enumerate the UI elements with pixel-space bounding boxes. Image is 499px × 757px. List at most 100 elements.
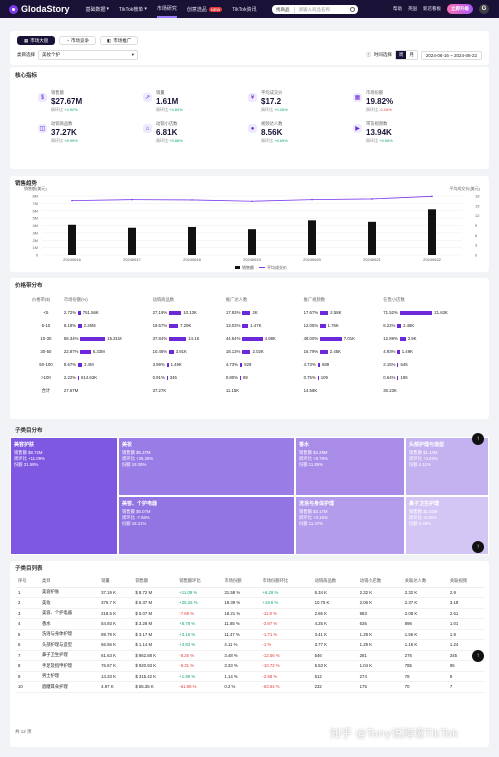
column-header[interactable]: 价格带($) <box>32 296 51 302</box>
bar-sales[interactable] <box>128 227 136 255</box>
upgrade-button[interactable]: 立即升级 <box>447 4 473 14</box>
nav-item-basic-data[interactable]: 基础数据 ▾ <box>86 0 110 18</box>
table-cell: +6.29 % <box>259 587 312 598</box>
cell: 8.18% 2.26M <box>62 319 151 332</box>
column-header[interactable]: 销售额环比 <box>176 576 222 588</box>
table-row[interactable]: 1 美容护肤 37.19 K $ 8.72 M +11.09 % 31.58 % +6.29… <box>15 587 485 598</box>
y-tick-right: 18 <box>475 194 480 199</box>
search-scope-select[interactable]: 找商品 <box>272 6 295 13</box>
abs-value: 345 <box>169 375 177 380</box>
treemap-cell[interactable]: 洗浴与身体护理 销售额 $3.17M 周环比 +3.16% 份额 11.47% <box>295 496 405 555</box>
bar-sales[interactable] <box>428 209 436 255</box>
column-header[interactable]: 关联达人数 <box>401 576 447 588</box>
search-icon[interactable] <box>350 7 355 12</box>
table-cell: 7 <box>15 650 39 661</box>
x-tick-label: 20240620 <box>303 257 322 262</box>
treemap-metric: 销售额 $3.17M <box>299 509 401 515</box>
nav-item-market-research[interactable]: 市场研究 <box>156 0 177 18</box>
column-header[interactable]: 推广达人数 <box>225 296 248 302</box>
table-cell: $ 3.28 M <box>132 618 177 630</box>
category-select[interactable]: 美妆个护 ▾ <box>38 50 138 60</box>
search-input[interactable]: 请输入商品名称 <box>298 6 331 12</box>
treemap-cell[interactable]: 头部护理与造型 销售额 $1.14M 周环比 +3.83% 份额 4.11% <box>405 437 489 496</box>
cell: 4.73% 529 <box>224 358 302 371</box>
bar-sales[interactable] <box>68 224 76 255</box>
line-point[interactable] <box>251 200 253 203</box>
table-cell: 2.37 K <box>401 597 447 609</box>
line-point[interactable] <box>371 198 373 200</box>
help-link[interactable]: 帮助 <box>393 6 402 11</box>
bar-sales[interactable] <box>248 229 256 255</box>
table-row[interactable]: 7 鼻子卫生护理 61.63 K $ 962.88 K -8.26 % 3.48 % -12… <box>15 650 485 661</box>
line-point[interactable] <box>191 199 193 201</box>
app-logo[interactable]: GlodaStory <box>9 4 70 14</box>
treemap-cell[interactable]: 香水 销售额 $3.28M 周环比 +8.78% 份额 11.85% <box>295 437 405 496</box>
table-cell: 2.32 K <box>356 587 402 598</box>
kpi-change: 周环比 +5.96% <box>366 138 393 144</box>
column-header[interactable]: 市场份额环比 <box>259 576 312 588</box>
table-cell: 281 <box>356 650 402 661</box>
tab-market-overview[interactable]: ▦ 市场大盘 <box>17 36 56 45</box>
table-row[interactable]: 8 手足及指甲护理 76.67 K $ 920.93 K -6.31 % 3.33 % -1… <box>15 660 485 672</box>
kpi-item: ▶ 带货视频数 13.94K 周环比 +5.96% <box>353 121 458 144</box>
treemap-metric: 销售额 $1.02M <box>409 509 485 515</box>
table-row[interactable]: 6 头部护理与造型 66.56 K $ 1.14 M +3.83 % 4.11 % -1 %… <box>15 639 485 651</box>
line-point[interactable] <box>431 195 433 198</box>
column-header[interactable]: 类目 <box>38 576 99 588</box>
table-row[interactable]: 2 美妆 376.7 K $ 5.37 M +25.25 % 19.39 % +19.6 %… <box>15 597 485 609</box>
table-cell: 5.53 K <box>311 660 357 672</box>
percent-value: 37.84% <box>152 336 168 341</box>
treemap-cell[interactable]: 美妆 销售额 $5.37M 周环比 +25.25% 份额 19.39% <box>118 437 295 496</box>
metric-label: 销售额 <box>409 509 422 514</box>
column-header[interactable]: 动销商品数 <box>311 576 357 588</box>
table-row[interactable]: 5 洗浴与身体护理 89.79 K $ 3.17 M +3.16 % 11.47 % -1.… <box>15 629 485 640</box>
scroll-top-button[interactable]: ↑ <box>472 541 484 553</box>
table-cell: 1.9 <box>446 629 485 640</box>
line-point[interactable] <box>131 198 133 201</box>
line-point[interactable] <box>311 198 313 201</box>
metric-label: 周环比 <box>409 515 422 520</box>
y-tick-left: 4M <box>32 223 38 228</box>
nav-item-tiktok-rank[interactable]: TikTok榜单 ▾ <box>119 0 147 18</box>
scroll-top-button[interactable]: ↑ <box>472 433 484 445</box>
nav-item-tiktok-news[interactable]: TikTok资讯 <box>232 0 256 18</box>
column-header[interactable]: 动销小店数 <box>356 576 402 588</box>
kpi-change-label: 周环比 <box>366 138 378 143</box>
column-header[interactable]: 市场份额 <box>221 576 260 588</box>
bar-sales[interactable] <box>188 226 196 255</box>
treemap-cell[interactable]: 美容、个护电器 销售额 $5.07M 周环比 -7.68% 份额 18.21% <box>118 496 295 555</box>
table-row[interactable]: 10 眉睫耳朵护理 4.97 K $ 55.35 K -61.98 % 0.2 % -63.… <box>15 681 485 693</box>
column-header[interactable]: 关联视频 <box>446 576 485 588</box>
period-week[interactable]: 周 <box>395 51 407 59</box>
table-row[interactable]: 4 香水 54.93 K $ 3.28 M +8.78 % 11.85 % -3.97 % 4… <box>15 618 485 630</box>
nav-item-creative[interactable]: 创意选品 NEW <box>187 0 223 18</box>
table-cell: 345 <box>446 650 485 661</box>
table-row[interactable]: 9 男士护理 14.33 K $ 315.42 K +1.89 % 1.14 % -2.98… <box>15 671 485 682</box>
table-row: 30-50 22.87% 6.33M 10.48% 3.91K 18.13% 2.02K 16… <box>30 345 480 358</box>
bar-sales[interactable] <box>308 220 316 255</box>
new-store-dashboard-link[interactable]: 新店看板 <box>423 6 441 11</box>
cell: 18.13% 2.02K <box>224 345 302 358</box>
line-point[interactable] <box>71 199 73 202</box>
column-header[interactable]: 市场份额(%) <box>63 296 88 302</box>
region-select[interactable]: 英国 <box>408 6 417 11</box>
date-range-picker[interactable]: 2024-06-16 ~ 2024-06-22 <box>420 50 482 60</box>
avatar[interactable]: G <box>479 4 489 14</box>
nav-label: 基础数据 <box>85 6 106 13</box>
tab-market-promotion[interactable]: ◧ 市场推广 <box>99 36 139 45</box>
column-header[interactable]: 在售小店数 <box>383 296 405 302</box>
cell: 27.19% 10.13K <box>151 306 224 319</box>
period-month[interactable]: 月 <box>409 52 414 57</box>
column-header[interactable]: 序号 <box>15 576 39 588</box>
column-header[interactable]: 销售额 <box>132 576 177 588</box>
treemap-cell[interactable]: 美容护肤 销售额 $8.72M 周环比 +11.09% 份额 31.58% <box>10 437 118 555</box>
tab-market-competition[interactable]: ◔ 市场竞争 <box>59 36 96 45</box>
bar-sales[interactable] <box>368 221 376 255</box>
table-cell: 鼻子卫生护理 <box>38 650 99 661</box>
table-row[interactable]: 3 美容、个护电器 218.5 K $ 5.07 M -7.68 % 18.21 % -11… <box>15 608 485 619</box>
treemap-cell-name: 洗浴与身体护理 <box>299 501 335 507</box>
column-header[interactable]: 销量 <box>98 576 133 588</box>
scroll-top-button[interactable]: ↑ <box>472 650 484 662</box>
column-header[interactable]: 动销商品数 <box>152 296 175 302</box>
column-header[interactable]: 推广视频数 <box>303 296 326 302</box>
